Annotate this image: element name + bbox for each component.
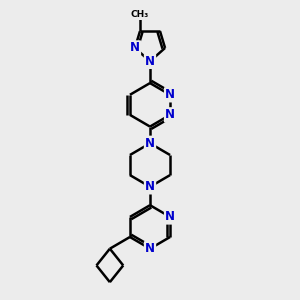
Text: CH₃: CH₃	[131, 10, 149, 19]
Text: N: N	[145, 242, 155, 255]
Text: N: N	[165, 210, 175, 224]
Text: N: N	[145, 55, 155, 68]
Text: N: N	[165, 108, 175, 122]
Text: N: N	[130, 41, 140, 54]
Text: N: N	[165, 88, 175, 101]
Text: N: N	[145, 137, 155, 150]
Text: N: N	[145, 180, 155, 193]
